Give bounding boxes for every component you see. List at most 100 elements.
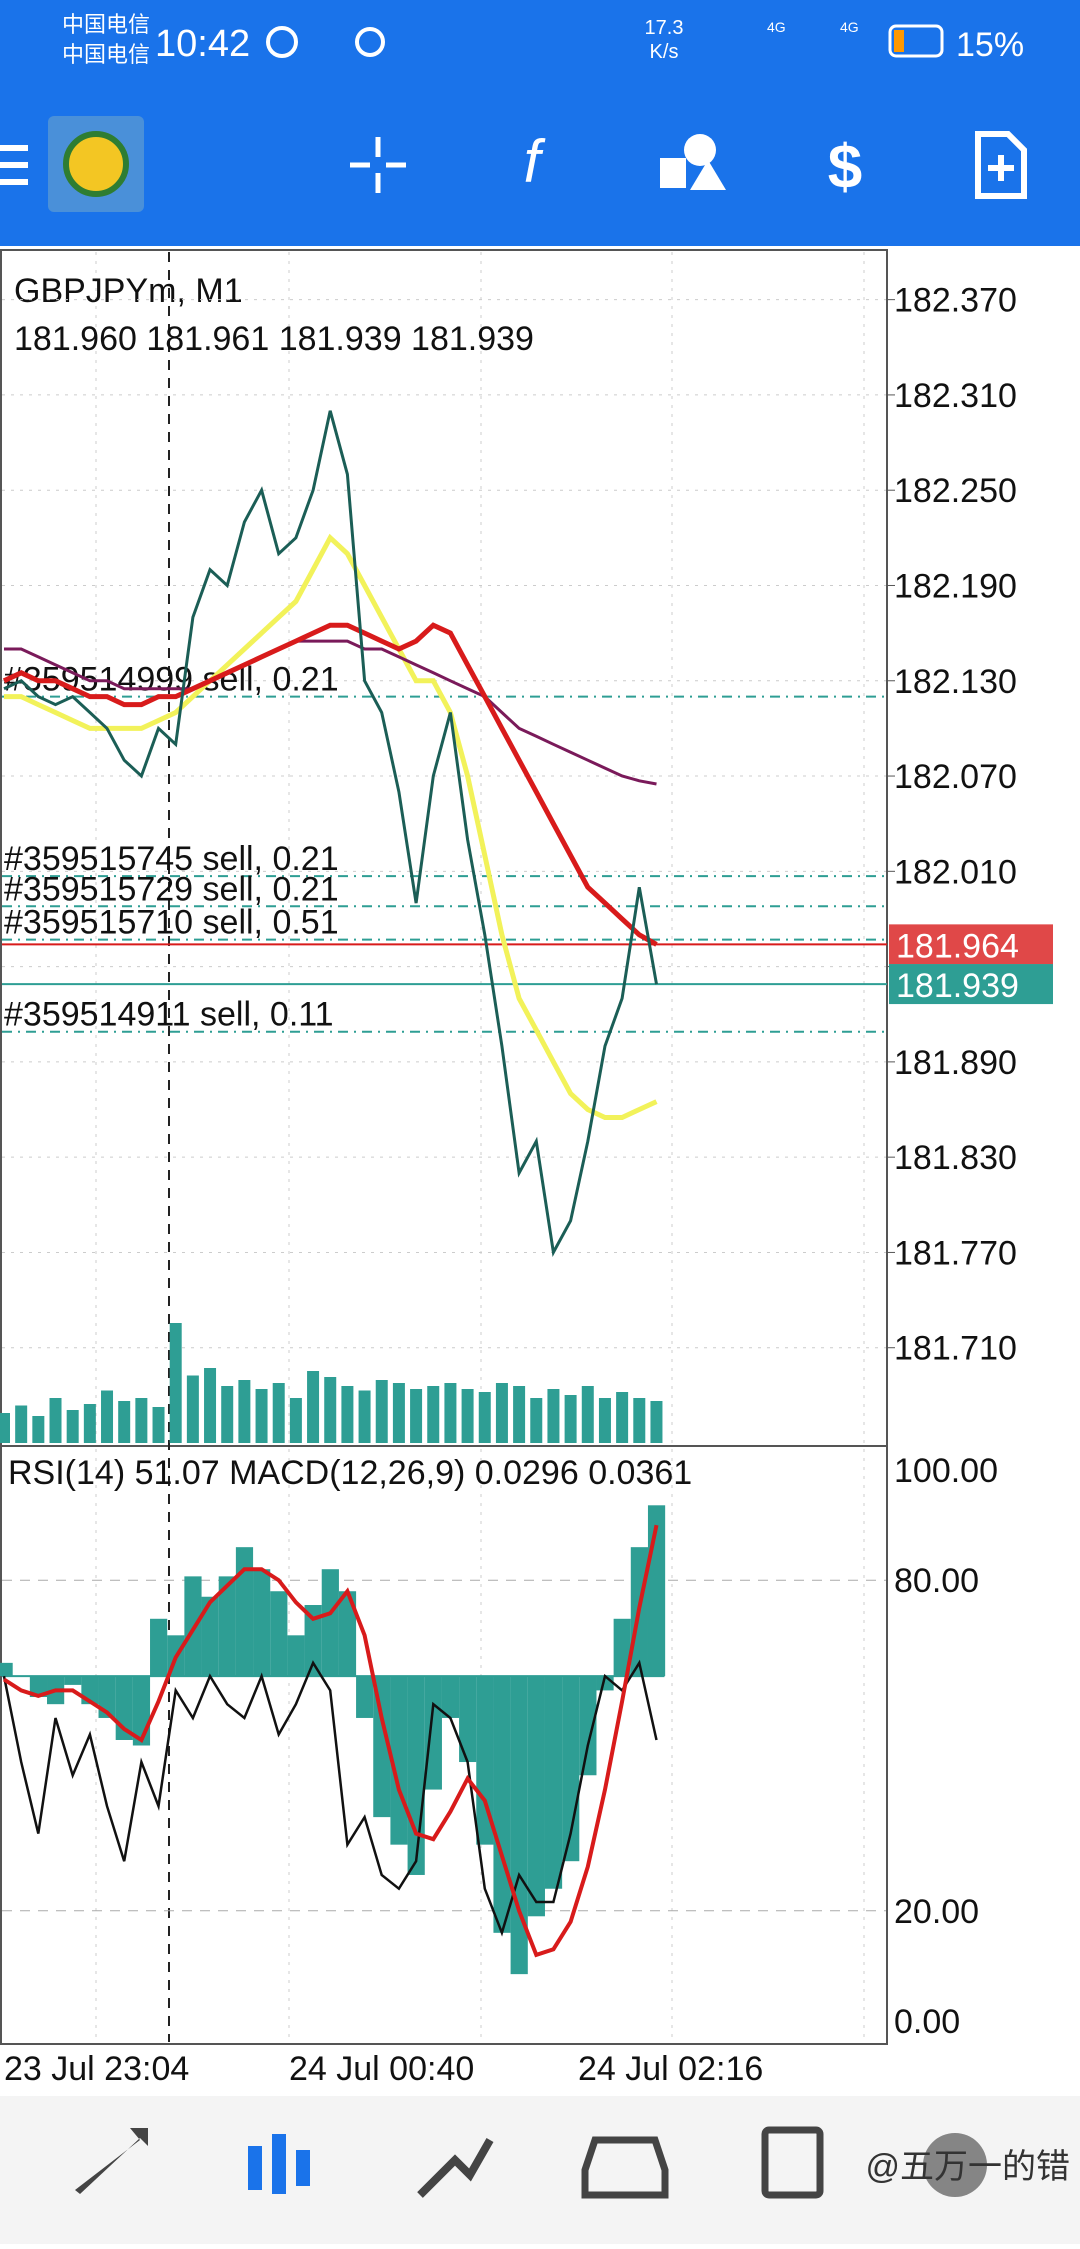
- x-tick-label: 24 Jul 02:16: [578, 2050, 763, 2088]
- trade-button[interactable]: $: [828, 133, 862, 202]
- battery: 15%: [956, 26, 1024, 64]
- quotes-tab[interactable]: [75, 2128, 148, 2194]
- watermark-avatar: [923, 2133, 987, 2197]
- watermark: @五万一的错: [865, 2148, 1070, 2186]
- volume-bar: [530, 1398, 543, 1443]
- macd-bar: [64, 1676, 82, 1685]
- y-tick-label: 181.710: [894, 1330, 1017, 1368]
- macd-bar: [321, 1569, 339, 1677]
- macd-bar: [613, 1618, 631, 1677]
- ohlc: 181.960 181.961 181.939 181.939: [14, 320, 534, 358]
- time-grid: [95, 252, 865, 2042]
- volume-bar: [186, 1375, 199, 1443]
- network: 4G: [767, 19, 786, 35]
- order-label: #359515745 sell, 0.21: [4, 840, 339, 878]
- macd-bar: [373, 1676, 391, 1818]
- y-tick-label: 0.00: [894, 2003, 960, 2041]
- macd-bar: [493, 1676, 511, 1933]
- macd-bar: [424, 1676, 442, 1790]
- order-label: #359515729 sell, 0.21: [4, 870, 339, 908]
- y-tick-label: 181.890: [894, 1044, 1017, 1082]
- y-tick-label: 182.250: [894, 472, 1017, 510]
- volume-bar: [495, 1383, 508, 1443]
- volume-bar: [444, 1383, 457, 1443]
- volume-bar: [358, 1390, 371, 1443]
- macd-bar: [441, 1676, 460, 1718]
- trade-tab[interactable]: [417, 2138, 494, 2198]
- battery-level: [894, 30, 904, 52]
- volume-bar: [513, 1386, 526, 1443]
- volume-bar: [650, 1401, 663, 1443]
- history-tab[interactable]: [581, 2136, 669, 2199]
- net-speed: 17.3: [645, 17, 684, 39]
- y-tick-label: 182.310: [894, 377, 1017, 415]
- macd-bar: [201, 1596, 219, 1677]
- macd-bar: [544, 1676, 563, 1889]
- macd-bar: [459, 1676, 477, 1763]
- volume-bar: [152, 1407, 165, 1443]
- volume-bar: [633, 1398, 646, 1443]
- price-line: [3, 410, 658, 1258]
- volume-bar: [598, 1398, 611, 1443]
- volume-bar: [15, 1405, 28, 1443]
- order-label: #359514911 sell, 0.11: [4, 996, 334, 1034]
- x-tick-label: 23 Jul 23:04: [4, 2050, 189, 2088]
- macd-signal: [2, 1524, 659, 1958]
- volume-bar: [616, 1392, 629, 1443]
- volume-bar: [564, 1395, 577, 1443]
- battery-icon: [888, 24, 944, 58]
- volume-bar: [135, 1398, 148, 1443]
- volume-bar: [289, 1398, 302, 1443]
- macd-bar: [0, 1662, 13, 1677]
- volume-bar: [272, 1383, 285, 1443]
- volume-bar: [221, 1386, 234, 1443]
- y-tick-label: 181.830: [894, 1139, 1017, 1177]
- volume-bar: [204, 1368, 217, 1443]
- volume-bar: [581, 1386, 594, 1443]
- bid-tag: [889, 964, 1053, 1005]
- app-logo-mark: [63, 131, 129, 197]
- y-tick-label: 182.010: [894, 853, 1017, 891]
- macd-bar: [338, 1591, 357, 1677]
- volume-bar: [341, 1386, 354, 1443]
- bid-label: 181.939: [896, 967, 1019, 1005]
- y-tick-label: 182.130: [894, 663, 1017, 701]
- volume-bar: [478, 1392, 491, 1443]
- y-tick-label: 20.00: [894, 1893, 979, 1931]
- network: 4G: [840, 19, 859, 35]
- volume-bar: [324, 1377, 337, 1443]
- y-tick-label: 80.00: [894, 1562, 979, 1600]
- y-tick-label: 182.070: [894, 758, 1017, 796]
- volume-bar: [66, 1410, 79, 1443]
- y-tick-label: 100.00: [894, 1452, 998, 1490]
- volume-bar: [169, 1323, 182, 1443]
- macd-bar: [235, 1547, 254, 1677]
- macd-bar: [253, 1569, 271, 1677]
- macd-bar: [287, 1635, 305, 1677]
- macd-bar: [150, 1618, 168, 1677]
- chart-tab[interactable]: [248, 2134, 310, 2194]
- status-icon: [355, 27, 385, 57]
- new-order-button[interactable]: [975, 131, 1027, 199]
- y-tick-label: 182.370: [894, 282, 1017, 320]
- volume-bar: [547, 1389, 560, 1443]
- status-icon: [266, 26, 298, 58]
- carrier: 中国电信: [62, 12, 150, 37]
- indicators-button[interactable]: f: [524, 128, 546, 195]
- volume-bar: [238, 1380, 251, 1443]
- messages-tab[interactable]: [761, 2126, 824, 2199]
- volume-bar: [410, 1389, 423, 1443]
- volume-bar: [0, 1413, 10, 1443]
- clock: 10:42: [155, 23, 250, 65]
- macd-bar: [356, 1676, 374, 1718]
- volume-bar: [307, 1371, 320, 1443]
- order-label: #359515710 sell, 0.51: [4, 904, 339, 942]
- macd-bar: [527, 1676, 545, 1917]
- menu-button[interactable]: [0, 145, 28, 185]
- crosshair-button[interactable]: [350, 137, 406, 193]
- bottom-nav: [0, 2096, 1080, 2244]
- symbol: GBPJPYm, M1: [14, 272, 243, 310]
- moving-average: [4, 639, 657, 786]
- objects-button[interactable]: [660, 134, 726, 190]
